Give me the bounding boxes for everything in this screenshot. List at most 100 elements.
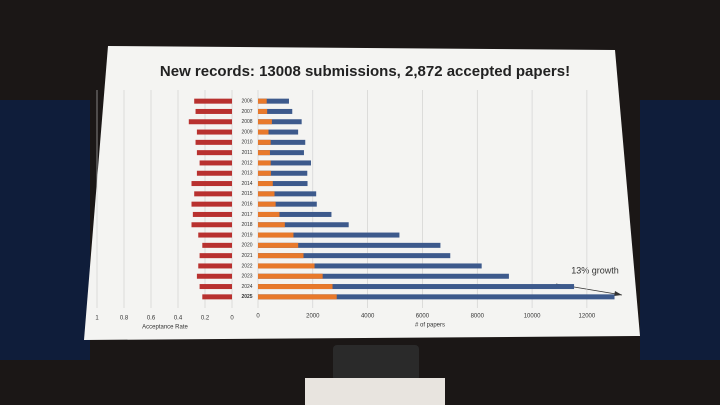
paper-bar <box>258 181 273 187</box>
y-tick-label: 2025 <box>241 294 252 300</box>
paper-bar <box>258 119 302 125</box>
x2-tick-label: 0.6 <box>147 316 156 322</box>
rate-bar <box>191 222 232 228</box>
label-bg <box>236 272 257 281</box>
paper-bar <box>258 129 299 135</box>
label-bg <box>236 148 257 157</box>
x2-tick-label: 0 <box>230 316 234 322</box>
y-tick-label: 2011 <box>242 150 253 156</box>
label-bg <box>236 158 257 167</box>
paper-bar <box>258 119 272 125</box>
table <box>305 378 445 405</box>
rate-bar <box>202 242 232 248</box>
y-tick-label: 2019 <box>241 232 252 238</box>
paper-bar <box>258 294 337 300</box>
x-tick-label: 10000 <box>524 314 541 320</box>
y-tick-label: 2023 <box>241 274 252 280</box>
paper-bar <box>258 139 306 145</box>
label-bg <box>236 138 257 147</box>
paper-bar <box>258 253 304 259</box>
x-axis-label: # of papers <box>415 323 445 329</box>
rate-bar <box>196 129 232 135</box>
y-tick-label: 2009 <box>241 129 252 135</box>
paper-bar <box>258 222 349 228</box>
paper-bar <box>258 108 293 114</box>
paper-bar <box>258 232 400 238</box>
rate-bar <box>198 232 232 238</box>
paper-bar <box>258 201 317 207</box>
y-tick-label: 2012 <box>241 160 252 166</box>
side-wall <box>640 100 720 360</box>
y-tick-label: 2018 <box>241 222 252 228</box>
paper-bar <box>258 263 315 269</box>
paper-bar <box>258 294 615 300</box>
x2-tick-label: 0.8 <box>120 316 129 322</box>
rate-bar <box>199 253 232 259</box>
paper-bar <box>258 222 285 228</box>
rate-bar <box>191 181 232 187</box>
annotation: 13% growth <box>571 265 619 275</box>
rate-bar <box>191 201 232 207</box>
arrow-head <box>614 291 622 296</box>
paper-bar <box>258 160 271 166</box>
label-bg <box>236 241 257 250</box>
rate-bar <box>202 294 232 300</box>
label-bg <box>236 128 257 137</box>
y-tick-label: 2007 <box>241 109 252 115</box>
rate-bar <box>194 98 232 104</box>
paper-bar <box>258 150 304 156</box>
rate-bar <box>195 139 232 145</box>
paper-bar <box>258 201 276 207</box>
paper-bar <box>258 98 289 104</box>
rate-bar <box>199 160 232 166</box>
label-bg <box>236 251 257 260</box>
x2-tick-label: 0.4 <box>174 316 183 322</box>
rate-bar <box>199 284 232 290</box>
paper-bar <box>258 191 317 197</box>
rate-bar <box>195 108 232 114</box>
label-bg <box>236 210 257 219</box>
x2-axis-label: Acceptance Rate <box>142 325 188 331</box>
paper-bar <box>258 284 333 290</box>
label-bg <box>236 261 257 270</box>
paper-bar <box>258 150 270 156</box>
y-tick-label: 2006 <box>241 98 252 104</box>
paper-bar <box>258 273 323 279</box>
label-bg <box>236 282 257 291</box>
label-bg <box>236 117 257 126</box>
label-bg <box>236 292 257 301</box>
chart-title: New records: 13008 submissions, 2,872 ac… <box>160 63 570 80</box>
paper-bar <box>258 232 294 238</box>
rate-bar <box>188 119 232 125</box>
paper-bar <box>258 181 308 187</box>
y-tick-label: 2014 <box>241 181 252 187</box>
paper-bar <box>258 108 268 114</box>
paper-bar <box>258 211 280 217</box>
projector <box>333 345 419 381</box>
paper-bar <box>258 273 509 279</box>
x2-tick-label: 0.2 <box>201 316 210 322</box>
y-tick-label: 2015 <box>241 191 252 197</box>
x-tick-label: 8000 <box>471 314 485 320</box>
side-wall <box>0 100 90 360</box>
paper-bar <box>258 253 451 259</box>
paper-bar <box>258 284 575 290</box>
y-tick-label: 2024 <box>241 284 252 290</box>
rate-bar <box>196 273 232 279</box>
x-tick-label: 4000 <box>361 314 375 320</box>
label-bg <box>236 179 257 188</box>
x-tick-label: 2000 <box>306 314 320 320</box>
y-tick-label: 2013 <box>241 171 252 177</box>
paper-bar <box>258 170 308 176</box>
paper-bar <box>258 211 332 217</box>
paper-bar <box>258 263 482 269</box>
paper-bar <box>258 242 441 248</box>
label-bg <box>236 231 257 240</box>
label-bg <box>236 189 257 198</box>
label-bg <box>236 97 257 106</box>
x2-tick-label: 1 <box>95 316 99 322</box>
y-tick-label: 2010 <box>241 140 252 146</box>
rate-bar <box>198 263 232 269</box>
